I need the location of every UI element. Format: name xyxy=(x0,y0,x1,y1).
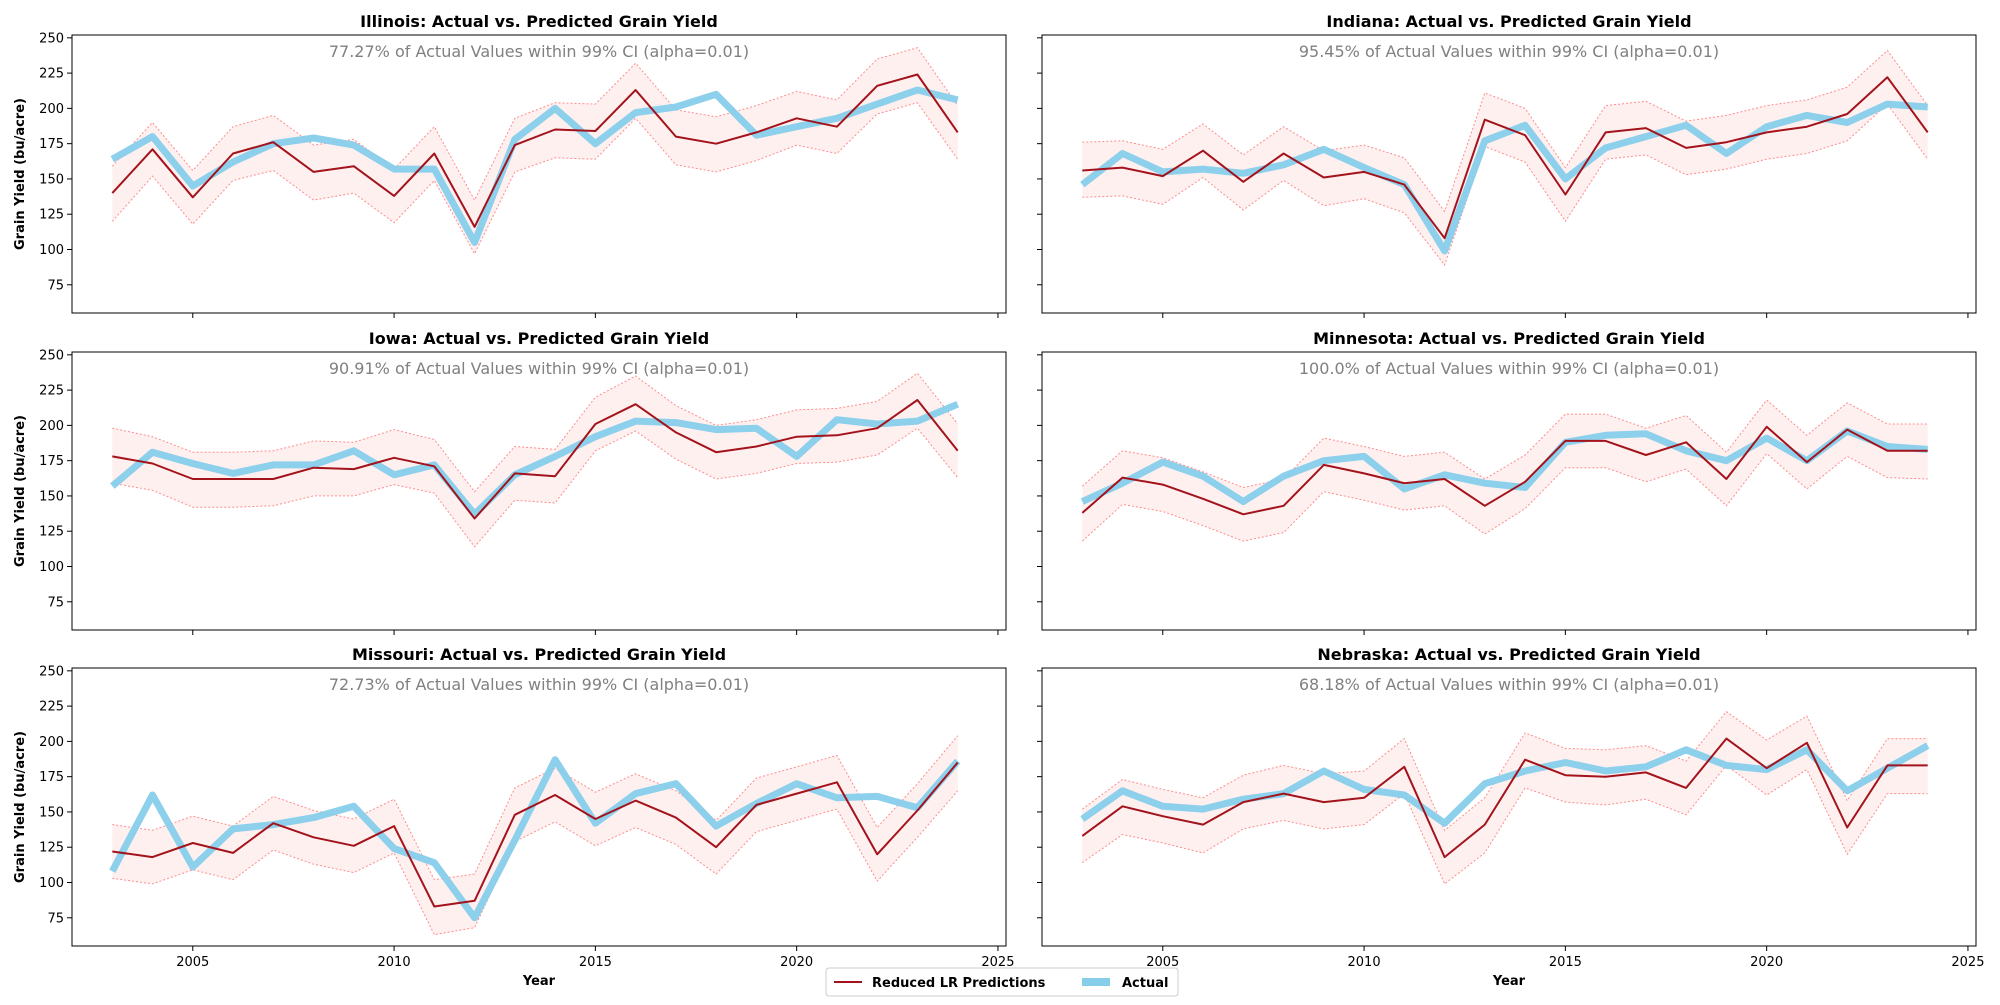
axes-frame xyxy=(71,351,1007,631)
panel-title: Nebraska: Actual vs. Predicted Grain Yie… xyxy=(1317,645,1700,664)
ci-upper-line xyxy=(112,372,959,493)
ci-lower-line xyxy=(1081,452,1928,542)
x-tick-label: 2020 xyxy=(780,955,813,970)
series-predicted-line xyxy=(1081,737,1928,859)
x-axis-label: Year xyxy=(522,974,556,989)
y-axis-label: Grain Yield (bu/acre) xyxy=(13,415,28,567)
ci-lower-line xyxy=(1082,764,1928,885)
series-predicted-line xyxy=(1081,425,1928,516)
x-tick-label: 2020 xyxy=(1750,955,1783,970)
legend-frame xyxy=(825,967,1179,997)
x-tick-label: 2010 xyxy=(378,955,411,970)
panel-title: Indiana: Actual vs. Predicted Grain Yiel… xyxy=(1326,12,1691,31)
ci-band xyxy=(1082,711,1928,884)
series-predicted-line xyxy=(1082,76,1929,240)
ci-upper-line xyxy=(111,47,959,202)
y-tick-label: 200 xyxy=(39,102,64,117)
y-tick-label: 125 xyxy=(39,525,64,540)
ci-lower-line xyxy=(112,790,959,936)
panel-5: Missouri: Actual vs. Predicted Grain Yie… xyxy=(13,645,1014,989)
y-tick-label: 75 xyxy=(47,595,64,610)
ci-annotation: 90.91% of Actual Values within 99% CI (a… xyxy=(329,359,749,378)
ci-annotation: 72.73% of Actual Values within 99% CI (a… xyxy=(329,675,749,694)
panel-6: Nebraska: Actual vs. Predicted Grain Yie… xyxy=(1037,645,1984,989)
y-tick-label: 175 xyxy=(39,454,64,469)
y-tick-label: 100 xyxy=(39,560,64,575)
series-predicted-line xyxy=(112,399,959,520)
panel-title: Missouri: Actual vs. Predicted Grain Yie… xyxy=(352,645,726,664)
y-tick-label: 250 xyxy=(39,664,64,679)
series-actual-line xyxy=(110,400,960,518)
axes-frame xyxy=(1041,351,1977,631)
y-tick-label: 125 xyxy=(39,841,64,856)
legend-label-predicted: Reduced LR Predictions xyxy=(872,976,1046,991)
axes-frame xyxy=(1041,667,1977,947)
y-tick-label: 200 xyxy=(39,419,64,434)
y-tick-label: 225 xyxy=(39,384,64,399)
series-actual-line xyxy=(1080,427,1928,506)
series-actual-line xyxy=(109,756,961,922)
ci-band xyxy=(112,735,958,935)
panel-title: Minnesota: Actual vs. Predicted Grain Yi… xyxy=(1313,329,1705,348)
panel-4: Minnesota: Actual vs. Predicted Grain Yi… xyxy=(1037,329,1977,635)
axes-frame xyxy=(71,34,1007,314)
ci-upper-line xyxy=(1081,399,1928,489)
x-tick-label: 2005 xyxy=(176,955,209,970)
series-actual-line xyxy=(1080,100,1928,255)
panel-title: Iowa: Actual vs. Predicted Grain Yield xyxy=(369,329,709,348)
ci-band xyxy=(1082,400,1928,542)
ci-upper-line xyxy=(1082,711,1928,832)
x-tick-label: 2005 xyxy=(1146,955,1179,970)
ci-annotation: 100.0% of Actual Values within 99% CI (a… xyxy=(1299,359,1719,378)
x-tick-label: 2015 xyxy=(1549,955,1582,970)
y-tick-label: 200 xyxy=(39,735,64,750)
y-tick-label: 175 xyxy=(39,137,64,152)
series-actual-line xyxy=(1080,742,1930,827)
panel-3: Iowa: Actual vs. Predicted Grain Yield 90… xyxy=(13,329,1007,635)
panel-2: Indiana: Actual vs. Predicted Grain Yiel… xyxy=(1037,12,1977,318)
y-tick-label: 250 xyxy=(39,348,64,363)
x-tick-label: 2025 xyxy=(981,955,1014,970)
y-tick-label: 225 xyxy=(39,700,64,715)
y-tick-label: 100 xyxy=(39,243,64,258)
ci-band xyxy=(112,373,958,547)
y-tick-label: 250 xyxy=(39,31,64,46)
y-tick-label: 150 xyxy=(39,489,64,504)
axes-frame xyxy=(71,667,1007,947)
panel-title: Illinois: Actual vs. Predicted Grain Yie… xyxy=(360,12,718,31)
y-axis-label: Grain Yield (bu/acre) xyxy=(13,98,28,250)
ci-band xyxy=(1082,50,1928,265)
ci-upper-line xyxy=(1082,49,1929,213)
ci-lower-line xyxy=(112,427,959,548)
series-predicted-line xyxy=(111,73,959,228)
series-predicted-line xyxy=(112,761,959,908)
y-tick-label: 225 xyxy=(39,67,64,82)
y-tick-label: 150 xyxy=(39,805,64,820)
ci-upper-line xyxy=(112,735,959,881)
ci-band xyxy=(112,47,958,254)
y-tick-label: 125 xyxy=(39,208,64,223)
ci-annotation: 77.27% of Actual Values within 99% CI (a… xyxy=(329,42,749,61)
x-axis-label: Year xyxy=(1492,974,1526,989)
y-tick-label: 175 xyxy=(39,770,64,785)
ci-annotation: 68.18% of Actual Values within 99% CI (a… xyxy=(1299,675,1719,694)
axes-frame xyxy=(1041,34,1977,314)
y-tick-label: 100 xyxy=(39,876,64,891)
panels-group: Illinois: Actual vs. Predicted Grain Yie… xyxy=(13,12,1984,989)
y-axis-label: Grain Yield (bu/acre) xyxy=(13,731,28,883)
x-tick-label: 2010 xyxy=(1348,955,1381,970)
legend-label-actual: Actual xyxy=(1122,976,1168,991)
y-tick-label: 75 xyxy=(47,278,64,293)
panel-1: Illinois: Actual vs. Predicted Grain Yie… xyxy=(13,12,1007,318)
x-tick-label: 2025 xyxy=(1951,955,1984,970)
y-tick-label: 150 xyxy=(39,172,64,187)
legend: Reduced LR Predictions Actual xyxy=(825,967,1179,997)
x-tick-label: 2015 xyxy=(579,955,612,970)
ci-annotation: 95.45% of Actual Values within 99% CI (a… xyxy=(1299,42,1719,61)
y-tick-label: 75 xyxy=(47,911,64,926)
